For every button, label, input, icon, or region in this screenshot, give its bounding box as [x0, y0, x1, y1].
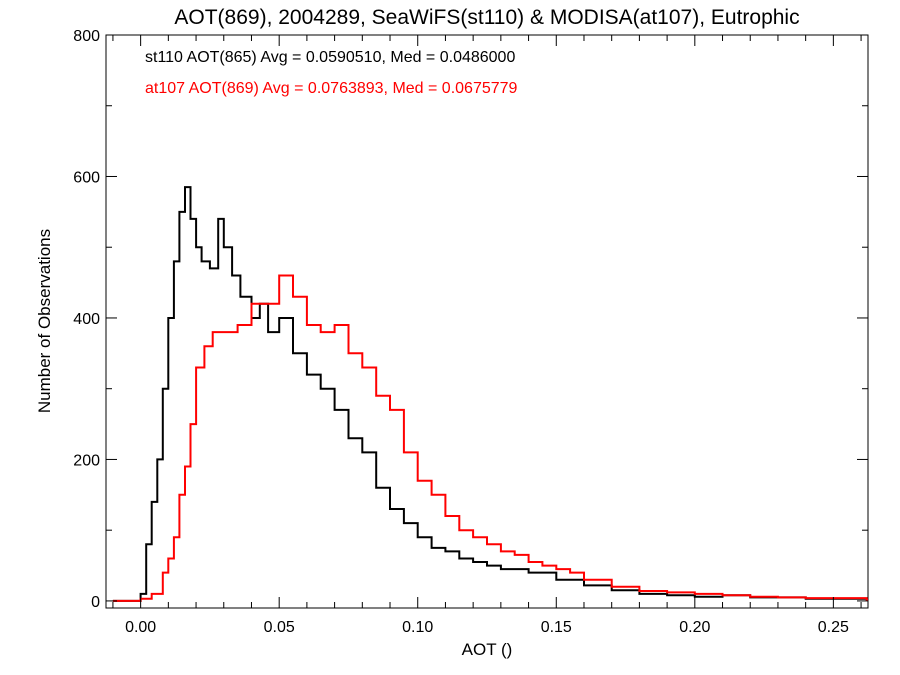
series-st110-histogram: [112, 186, 868, 602]
y-tick-label: 400: [73, 311, 100, 328]
legend-entry-st110: st110 AOT(865) Avg = 0.0590510, Med = 0.…: [145, 49, 515, 66]
x-tick-label: 0.10: [402, 619, 433, 636]
plot-area: 0.00 0.05 0.10 0.15 0.20 0.25 0 200 400 600 800: [73, 28, 869, 636]
legend-entry-at107: at107 AOT(869) Avg = 0.0763893, Med = 0.…: [145, 80, 518, 97]
x-tick-label: 0.20: [679, 619, 710, 636]
x-tick-label: 0.25: [818, 619, 849, 636]
y-tick-label: 600: [73, 169, 100, 186]
y-tick-label: 0: [91, 594, 100, 611]
plot-frame: [105, 34, 869, 609]
y-tick-label: 200: [73, 452, 100, 469]
series-layer: [112, 186, 868, 602]
series-at107-histogram: [112, 274, 868, 602]
x-tick-label: 0.15: [541, 619, 572, 636]
x-tick-label: 0.05: [264, 619, 295, 636]
x-axis-label: AOT (): [462, 640, 513, 659]
x-tick-label: 0.00: [125, 619, 156, 636]
tick-layer: 0.00 0.05 0.10 0.15 0.20 0.25 0 200 400 600 800: [73, 28, 868, 636]
y-axis-label: Number of Observations: [35, 229, 54, 413]
chart-title: AOT(869), 2004289, SeaWiFS(st110) & MODI…: [174, 6, 799, 29]
y-tick-label: 800: [73, 28, 100, 45]
